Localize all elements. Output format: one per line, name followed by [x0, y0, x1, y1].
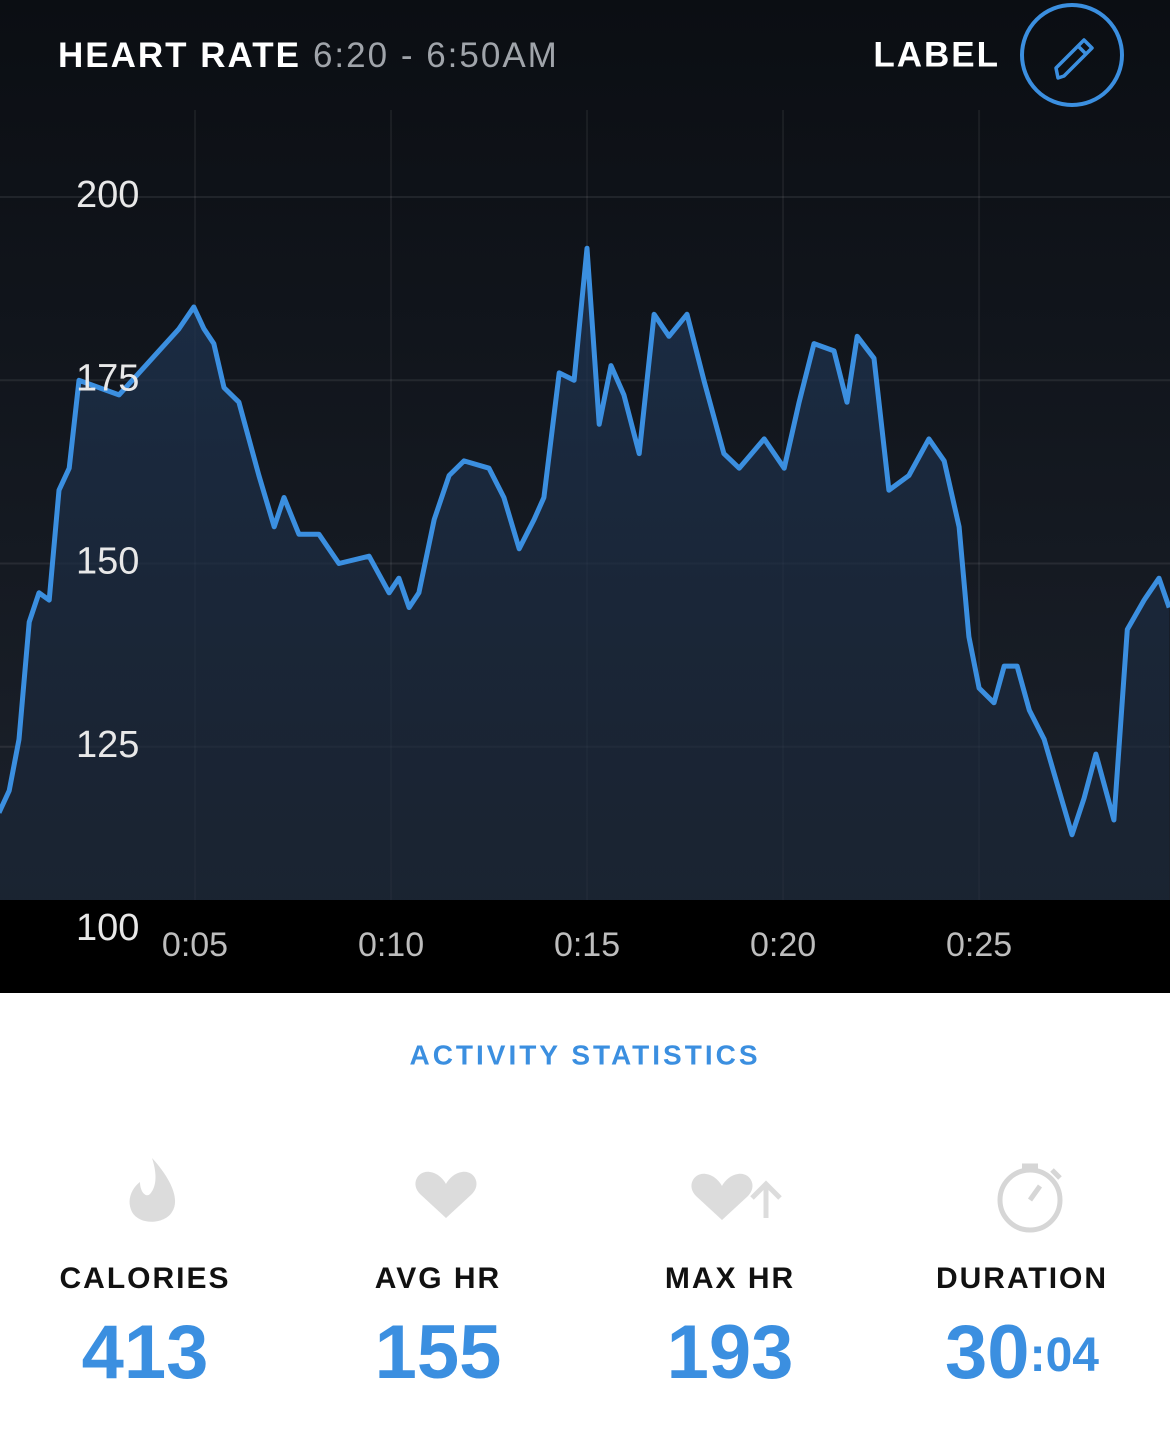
label-button[interactable]: LABEL — [873, 35, 1000, 74]
up-arrow-icon — [750, 1180, 782, 1218]
stats-title: ACTIVITY STATISTICS — [409, 1039, 760, 1070]
stat-value: 413 — [82, 1310, 209, 1395]
y-tick-label: 175 — [76, 357, 139, 399]
y-tick-label: 100 — [76, 907, 139, 949]
stat-label: CALORIES — [59, 1262, 230, 1295]
title-text: HEART RATE — [58, 36, 301, 75]
x-tick-label: 0:20 — [750, 926, 816, 964]
stat-value-main: 193 — [667, 1310, 794, 1395]
x-tick-label: 0:25 — [946, 926, 1012, 964]
heart-icon — [415, 1171, 477, 1218]
flame-icon — [129, 1158, 176, 1222]
x-tick-label: 0:05 — [162, 926, 228, 964]
area-fill — [0, 248, 1170, 900]
stopwatch-icon — [997, 1163, 1063, 1233]
heart-rate-line — [0, 245, 1170, 838]
stat-value: 155 — [375, 1310, 502, 1395]
stat-value-main: 155 — [375, 1310, 502, 1395]
heart-up-icon — [691, 1173, 753, 1220]
stat-label: DURATION — [936, 1262, 1108, 1295]
stat-value-main: 30 — [945, 1310, 1030, 1395]
stats-row: CALORIES 413 AVG HR 155 MAX HR 193 DURATION 30:… — [59, 1262, 1108, 1395]
stat-value-main: 413 — [82, 1310, 209, 1395]
stat-value-suffix: :04 — [1030, 1329, 1100, 1382]
pencil-icon — [1054, 38, 1094, 80]
stat-label: MAX HR — [665, 1262, 795, 1295]
x-axis-strip — [0, 900, 1170, 993]
stat-value: 30:04 — [945, 1310, 1099, 1395]
y-tick-label: 200 — [76, 174, 139, 216]
header-title: HEART RATE 6:20 - 6:50AM — [58, 36, 559, 75]
stat-icons — [129, 1158, 1063, 1233]
time-range: 6:20 - 6:50AM — [313, 36, 559, 75]
y-tick-label: 150 — [76, 541, 139, 583]
edit-button[interactable] — [1020, 3, 1124, 107]
stat-label: AVG HR — [375, 1262, 501, 1295]
x-tick-label: 0:15 — [554, 926, 620, 964]
stat-value: 193 — [667, 1310, 794, 1395]
edit-circle — [1020, 3, 1124, 107]
plot: 100 125 150 175 200 0:05 0:10 0:15 0:20 0:25 — [0, 110, 1170, 964]
x-tick-label: 0:10 — [358, 926, 424, 964]
y-tick-label: 125 — [76, 724, 139, 766]
